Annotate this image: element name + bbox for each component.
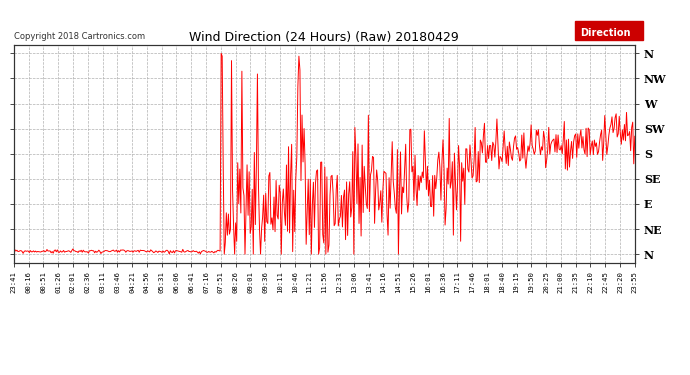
Text: Direction: Direction [580,28,631,38]
Title: Wind Direction (24 Hours) (Raw) 20180429: Wind Direction (24 Hours) (Raw) 20180429 [190,31,459,44]
Text: Copyright 2018 Cartronics.com: Copyright 2018 Cartronics.com [14,32,145,41]
